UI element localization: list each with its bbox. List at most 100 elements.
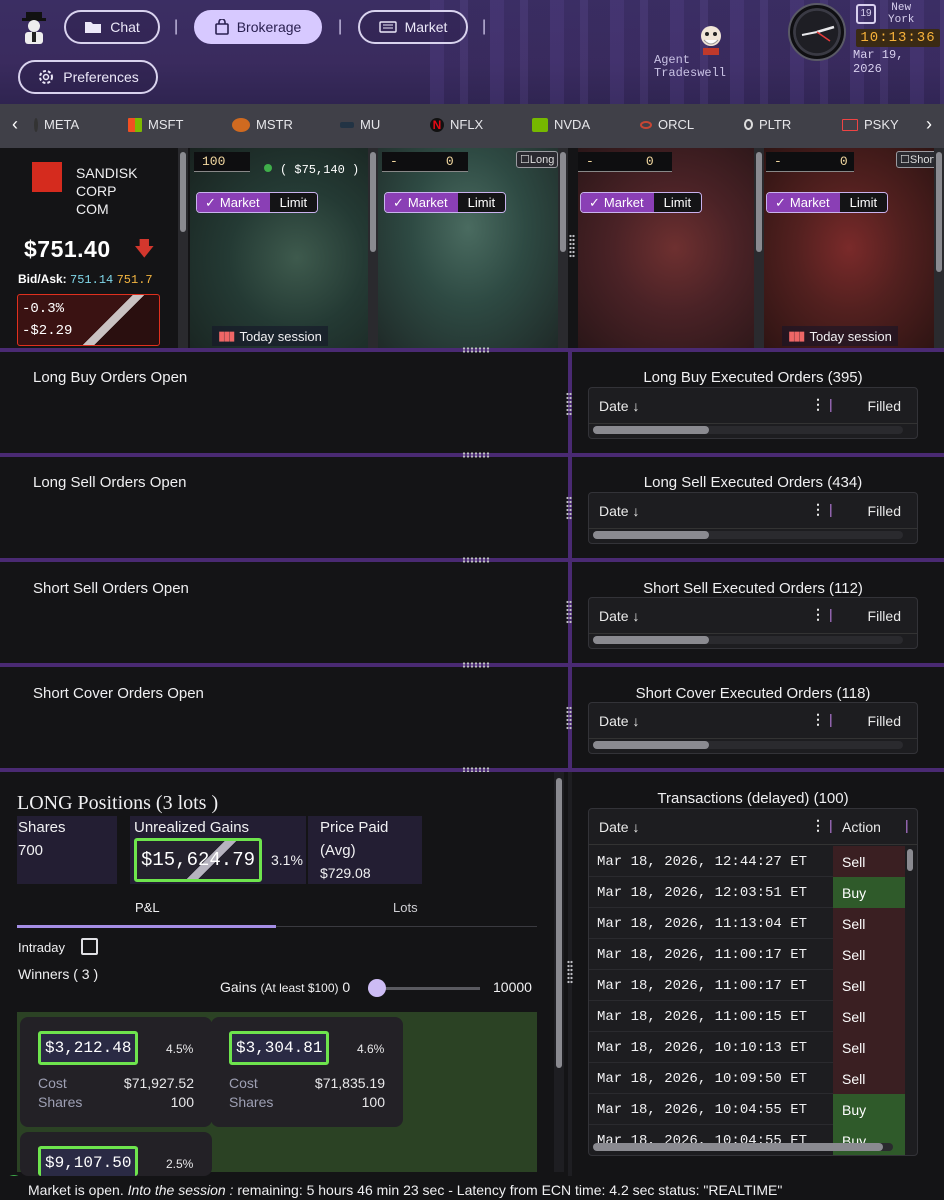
table-row[interactable]: Mar 18, 2026, 10:04:55 ET Buy: [589, 1125, 905, 1155]
ticker-meta[interactable]: META: [34, 117, 79, 132]
transaction-action: Buy: [833, 877, 905, 908]
date-column-header[interactable]: Date ↓: [599, 608, 639, 624]
horizontal-scrollbar[interactable]: [593, 741, 903, 749]
table-row[interactable]: Mar 18, 2026, 11:00:17 ET Sell: [589, 970, 905, 1001]
winners-label: Winners ( 3 ): [18, 966, 99, 982]
long-buy-qty[interactable]: 100: [194, 152, 250, 172]
table-row[interactable]: Mar 18, 2026, 10:09:50 ET Sell: [589, 1063, 905, 1094]
resize-handle-icon[interactable]: [566, 496, 572, 520]
panel-scrollbar[interactable]: [934, 148, 944, 348]
date-column-header[interactable]: Date ↓: [599, 503, 639, 519]
ticker-pltr[interactable]: PLTR: [744, 117, 791, 132]
date-column-header[interactable]: Date ↓: [599, 398, 639, 414]
order-type-toggle[interactable]: ✓ Market Limit: [580, 192, 703, 213]
date-column-header[interactable]: Date ↓: [599, 713, 639, 729]
long-sell-qty[interactable]: -0: [382, 152, 468, 172]
resize-handle-icon[interactable]: [566, 600, 572, 624]
market-tab[interactable]: Market: [358, 10, 468, 44]
column-resize-handle[interactable]: |: [829, 606, 833, 622]
chevron-right-icon[interactable]: ›: [926, 114, 932, 134]
column-resize-handle[interactable]: |: [829, 501, 833, 517]
table-row[interactable]: Mar 18, 2026, 10:10:13 ET Sell: [589, 1032, 905, 1063]
positions-scrollbar[interactable]: [554, 772, 564, 1172]
market-option[interactable]: ✓ Market: [385, 193, 458, 212]
horizontal-scrollbar[interactable]: [593, 426, 903, 434]
tab-pl[interactable]: P&L: [135, 900, 160, 915]
table-row[interactable]: Mar 18, 2026, 10:04:55 ET Buy: [589, 1094, 905, 1125]
ticker-nflx[interactable]: N NFLX: [430, 117, 483, 132]
filled-column-header[interactable]: Filled: [867, 608, 901, 624]
ticker-orcl[interactable]: ORCL: [640, 117, 694, 132]
resize-handle-icon[interactable]: [566, 706, 572, 730]
resize-handle-icon[interactable]: [462, 452, 490, 458]
column-resize-handle[interactable]: |: [829, 711, 833, 727]
table-row[interactable]: Mar 18, 2026, 11:13:04 ET Sell: [589, 908, 905, 939]
market-option[interactable]: ✓ Market: [197, 193, 270, 212]
market-option[interactable]: ✓ Market: [767, 193, 840, 212]
brokerage-tab[interactable]: Brokerage: [194, 10, 322, 44]
column-resize-handle[interactable]: |: [829, 817, 833, 833]
panel-scrollbar[interactable]: [368, 148, 378, 348]
lot-card[interactable]: $9,107.50 2.5%: [20, 1132, 212, 1176]
ticker-mu[interactable]: MU: [340, 117, 380, 132]
chat-tab[interactable]: Chat: [64, 10, 160, 44]
table-row[interactable]: Mar 18, 2026, 11:00:17 ET Sell: [589, 939, 905, 970]
resize-handle-icon[interactable]: [566, 392, 572, 416]
intraday-checkbox[interactable]: [81, 938, 98, 955]
table-row[interactable]: Mar 18, 2026, 11:00:15 ET Sell: [589, 1001, 905, 1032]
order-type-toggle[interactable]: ✓ Market Limit: [196, 192, 319, 213]
action-column-header[interactable]: Action: [842, 819, 881, 835]
today-session-button[interactable]: ▮▮▮ Today session: [782, 326, 898, 346]
trader-logo-icon[interactable]: [16, 10, 52, 46]
column-menu-icon[interactable]: ⋮: [811, 711, 825, 727]
filled-column-header[interactable]: Filled: [867, 398, 901, 414]
panel-scrollbar[interactable]: [558, 148, 568, 348]
resize-handle-icon[interactable]: [462, 347, 490, 353]
table-row[interactable]: Mar 18, 2026, 12:44:27 ET Sell: [589, 846, 905, 877]
transactions-scrollbar[interactable]: [905, 845, 915, 1145]
limit-option[interactable]: Limit: [653, 193, 702, 212]
lot-card[interactable]: $3,212.48 4.5% Cost $71,927.52 Shares 10…: [20, 1017, 212, 1127]
preferences-button[interactable]: Preferences: [18, 60, 158, 94]
resize-handle-icon[interactable]: [462, 557, 490, 563]
ticker-nvda[interactable]: NVDA: [532, 117, 590, 132]
ticker-psky[interactable]: PSKY: [842, 117, 899, 132]
gains-slider-track[interactable]: [368, 987, 480, 990]
limit-option[interactable]: Limit: [269, 193, 318, 212]
short-sell-qty[interactable]: -0: [578, 152, 672, 172]
limit-option[interactable]: Limit: [839, 193, 888, 212]
resize-handle-icon[interactable]: [462, 662, 490, 668]
column-resize-handle[interactable]: |: [905, 817, 909, 833]
ticker-mstr[interactable]: MSTR: [232, 117, 293, 132]
horizontal-scrollbar[interactable]: [593, 531, 903, 539]
table-row[interactable]: Mar 18, 2026, 12:03:51 ET Buy: [589, 877, 905, 908]
column-menu-icon[interactable]: ⋮: [811, 501, 825, 517]
order-type-toggle[interactable]: ✓ Market Limit: [384, 192, 507, 213]
agent-avatar-icon[interactable]: [694, 22, 728, 56]
resize-handle-icon[interactable]: [567, 960, 573, 984]
ticker-msft[interactable]: MSFT: [128, 117, 183, 132]
column-menu-icon[interactable]: ⋮: [811, 606, 825, 622]
resize-handle-icon[interactable]: [462, 767, 490, 773]
quote-scrollbar[interactable]: [178, 148, 188, 348]
panel-scrollbar[interactable]: [754, 148, 764, 348]
today-session-button[interactable]: ▮▮▮ Today session: [212, 326, 328, 346]
tab-lots[interactable]: Lots: [393, 900, 418, 915]
horizontal-scrollbar[interactable]: [593, 636, 903, 644]
date-column-header[interactable]: Date ↓: [599, 819, 639, 835]
market-option[interactable]: ✓ Market: [581, 193, 654, 212]
resize-handle-icon[interactable]: [569, 234, 575, 258]
horizontal-scrollbar[interactable]: [593, 1143, 893, 1151]
column-menu-icon[interactable]: ⋮: [811, 396, 825, 412]
column-resize-handle[interactable]: |: [829, 396, 833, 412]
filled-column-header[interactable]: Filled: [867, 503, 901, 519]
gains-slider-thumb[interactable]: [368, 979, 386, 997]
column-menu-icon[interactable]: ⋮: [811, 817, 825, 833]
short-cover-qty[interactable]: -0: [766, 152, 854, 172]
chevron-left-icon[interactable]: ‹: [12, 114, 18, 134]
long-badge[interactable]: ☐Long: [516, 151, 559, 168]
lot-card[interactable]: $3,304.81 4.6% Cost $71,835.19 Shares 10…: [211, 1017, 403, 1127]
limit-option[interactable]: Limit: [457, 193, 506, 212]
filled-column-header[interactable]: Filled: [867, 713, 901, 729]
order-type-toggle[interactable]: ✓ Market Limit: [766, 192, 889, 213]
